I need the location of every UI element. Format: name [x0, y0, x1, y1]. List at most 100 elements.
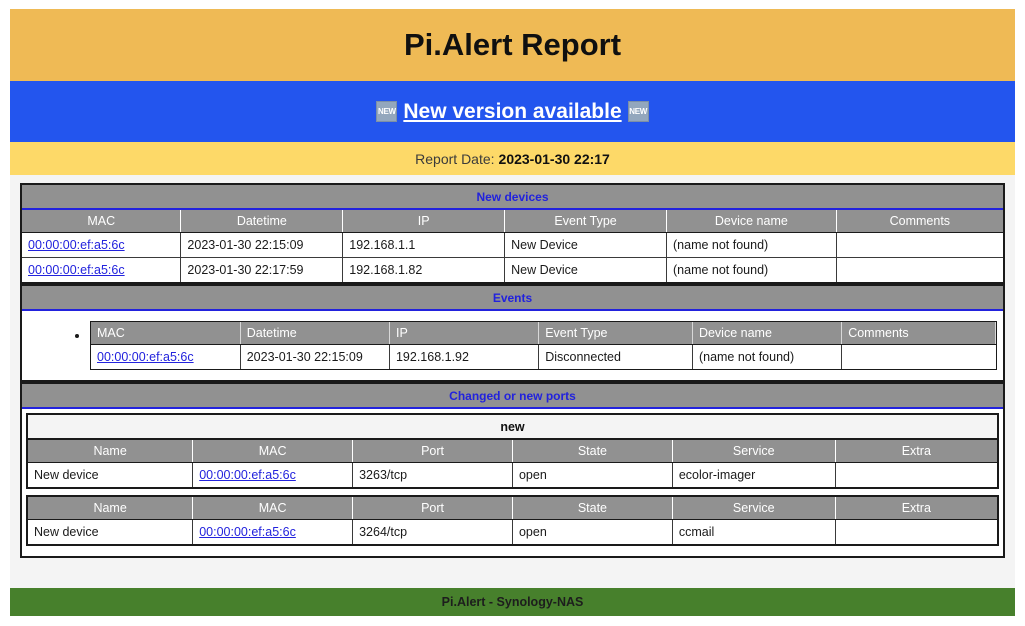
cell-service: ecolor-imager — [671, 462, 836, 487]
new-version-label: New version available — [403, 99, 622, 123]
column-header-state: State — [512, 440, 673, 463]
table-header-row: Name MAC Port State Service Extra — [28, 440, 997, 463]
new-badge-icon-left: NEW — [376, 101, 398, 122]
section-events: Events MAC — [20, 284, 1005, 382]
report-title-banner: Pi.Alert Report — [10, 9, 1015, 81]
cell-event-type: New Device — [504, 232, 667, 258]
column-header-datetime: Datetime — [240, 322, 390, 345]
ports-section-body: new Name MAC Port Stat — [22, 409, 1003, 556]
cell-datetime: 2023-01-30 22:17:59 — [180, 257, 344, 282]
cell-mac: 00:00:00:ef:a5:6c — [22, 257, 182, 282]
cell-comments — [841, 344, 996, 369]
report-date-value: 2023-01-30 22:17 — [498, 150, 610, 167]
section-ports: Changed or new ports new Name MAC — [20, 382, 1005, 558]
column-header-mac: MAC — [22, 210, 182, 233]
column-header-comments: Comments — [836, 210, 1003, 233]
column-header-datetime: Datetime — [180, 210, 344, 233]
ports-table-box: Name MAC Port State Service Extra New de… — [26, 495, 999, 546]
report-date-bar: Report Date: 2023-01-30 22:17 — [10, 142, 1015, 175]
column-header-service: Service — [672, 497, 836, 520]
ports-table: Name MAC Port State Service Extra New de… — [28, 440, 997, 487]
cell-port: 3263/tcp — [352, 462, 513, 487]
ports-subtitle: new — [26, 413, 999, 440]
report-date-label: Report Date: — [415, 150, 495, 167]
cell-name: New device — [28, 462, 194, 487]
section-new-devices: New devices — [20, 183, 1005, 210]
cell-ip: 192.168.1.92 — [388, 344, 540, 369]
column-header-extra: Extra — [835, 440, 997, 463]
column-header-name: Name — [28, 440, 194, 463]
mac-link[interactable]: 00:00:00:ef:a5:6c — [199, 468, 296, 482]
events-table-box: MAC Datetime IP Event Type Device name C… — [90, 321, 997, 370]
new-devices-table-box: MAC Datetime IP Event Type Device name C… — [20, 210, 1005, 284]
mac-link[interactable]: 00:00:00:ef:a5:6c — [28, 263, 125, 277]
mac-link[interactable]: 00:00:00:ef:a5:6c — [28, 238, 125, 252]
new-badge-icon-right: NEW — [627, 101, 649, 122]
column-header-mac: MAC — [192, 440, 354, 463]
cell-extra — [834, 462, 997, 487]
column-header-mac: MAC — [192, 497, 354, 520]
cell-extra — [834, 519, 997, 544]
table-header-row: MAC Datetime IP Event Type Device name C… — [22, 210, 1003, 233]
column-header-extra: Extra — [835, 497, 997, 520]
cell-port: 3264/tcp — [352, 519, 513, 544]
column-header-ip: IP — [389, 322, 540, 345]
cell-comments — [835, 257, 1003, 282]
events-table: MAC Datetime IP Event Type Device name C… — [91, 322, 996, 369]
cell-mac: 00:00:00:ef:a5:6c — [91, 344, 241, 369]
section-title-events: Events — [22, 286, 1003, 311]
footer-text: Pi.Alert - Synology-NAS — [441, 595, 584, 609]
cell-service: ccmail — [671, 519, 836, 544]
new-version-banner: NEW New version available NEW — [10, 81, 1015, 142]
events-list: MAC Datetime IP Event Type Device name C… — [28, 321, 997, 370]
mac-link[interactable]: 00:00:00:ef:a5:6c — [199, 525, 296, 539]
cell-event-type: Disconnected — [538, 344, 693, 369]
table-row: 00:00:00:ef:a5:6c 2023-01-30 22:15:09 19… — [91, 344, 996, 369]
column-header-device-name: Device name — [692, 322, 843, 345]
new-version-link[interactable]: NEW New version available NEW — [376, 99, 649, 124]
cell-datetime: 2023-01-30 22:15:09 — [180, 232, 344, 258]
table-row: 00:00:00:ef:a5:6c 2023-01-30 22:15:09 19… — [22, 232, 1003, 258]
cell-name: New device — [28, 519, 194, 544]
table-row: New device 00:00:00:ef:a5:6c 3263/tcp op… — [28, 462, 997, 487]
column-header-port: Port — [352, 440, 513, 463]
cell-state: open — [511, 519, 673, 544]
ports-table-box: Name MAC Port State Service Extra New de… — [26, 440, 999, 489]
cell-ip: 192.168.1.1 — [342, 232, 506, 258]
column-header-device-name: Device name — [666, 210, 837, 233]
cell-event-type: New Device — [504, 257, 667, 282]
ports-table: Name MAC Port State Service Extra New de… — [28, 497, 997, 544]
column-header-service: Service — [672, 440, 836, 463]
cell-mac: 00:00:00:ef:a5:6c — [22, 232, 182, 258]
column-header-ip: IP — [342, 210, 506, 233]
cell-device-name: (name not found) — [666, 257, 837, 282]
section-title-new-devices: New devices — [22, 185, 1003, 210]
new-devices-table: MAC Datetime IP Event Type Device name C… — [22, 210, 1003, 282]
cell-ip: 192.168.1.82 — [342, 257, 506, 282]
table-row: New device 00:00:00:ef:a5:6c 3264/tcp op… — [28, 519, 997, 544]
table-row: 00:00:00:ef:a5:6c 2023-01-30 22:17:59 19… — [22, 257, 1003, 282]
table-header-row: MAC Datetime IP Event Type Device name C… — [91, 322, 996, 345]
column-header-port: Port — [352, 497, 513, 520]
mac-link[interactable]: 00:00:00:ef:a5:6c — [97, 350, 194, 364]
page-title: Pi.Alert Report — [403, 27, 622, 62]
column-header-comments: Comments — [841, 322, 996, 345]
cell-device-name: (name not found) — [691, 344, 843, 369]
cell-comments — [835, 232, 1003, 258]
cell-datetime: 2023-01-30 22:15:09 — [239, 344, 390, 369]
events-section-body: MAC Datetime IP Event Type Device name C… — [22, 311, 1003, 380]
column-header-state: State — [512, 497, 673, 520]
cell-mac: 00:00:00:ef:a5:6c — [192, 462, 354, 487]
column-header-event-type: Event Type — [504, 210, 667, 233]
cell-state: open — [511, 462, 673, 487]
column-header-event-type: Event Type — [538, 322, 693, 345]
cell-mac: 00:00:00:ef:a5:6c — [192, 519, 354, 544]
cell-device-name: (name not found) — [666, 232, 837, 258]
report-body: New devices MAC Datetime IP Event Type D… — [10, 175, 1015, 588]
column-header-name: Name — [28, 497, 194, 520]
table-header-row: Name MAC Port State Service Extra — [28, 497, 997, 520]
section-title-ports: Changed or new ports — [22, 384, 1003, 409]
list-item: MAC Datetime IP Event Type Device name C… — [90, 321, 997, 370]
report-footer: Pi.Alert - Synology-NAS — [10, 588, 1015, 616]
